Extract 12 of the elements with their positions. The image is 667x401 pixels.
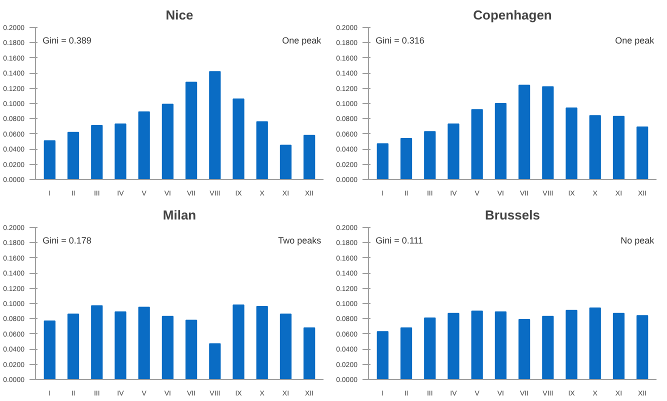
chart-title: Nice <box>166 8 194 22</box>
annotation: One peak <box>615 36 655 46</box>
annotation: Gini = 0.178 <box>42 236 92 246</box>
annotation: No peak <box>620 236 655 246</box>
chart-title: Milan <box>162 208 196 222</box>
chart-title: Brussels <box>485 208 540 222</box>
annotation: Two peaks <box>278 236 322 246</box>
annotation: Gini = 0.316 <box>376 36 424 46</box>
chart-title: Copenhagen <box>473 8 552 22</box>
annotation: One peak <box>282 36 322 46</box>
annotation: Gini = 0.389 <box>42 36 92 46</box>
annotation: Gini = 0.111 <box>376 236 424 246</box>
